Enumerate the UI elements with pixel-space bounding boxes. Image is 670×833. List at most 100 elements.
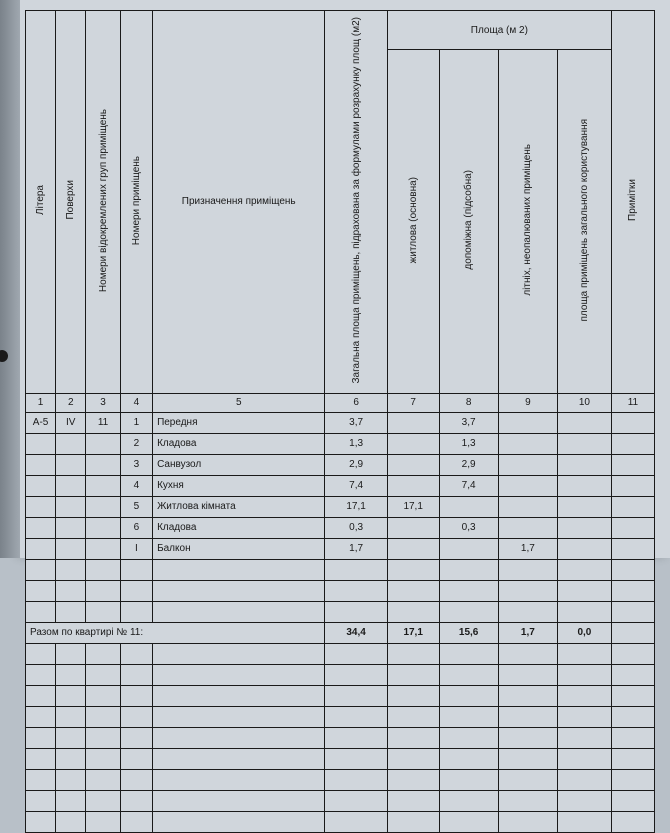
cell — [611, 433, 654, 454]
cell — [120, 727, 152, 748]
cell: Передня — [153, 412, 325, 433]
table-row: Разом по квартирі № 11:34,417,115,61,70,… — [26, 622, 655, 643]
colnum: 7 — [387, 393, 439, 412]
cell — [56, 706, 86, 727]
cell — [498, 454, 557, 475]
cell — [439, 811, 498, 832]
cell — [557, 664, 611, 685]
cell: 4 — [120, 475, 152, 496]
header-living: житлова (основна) — [387, 50, 439, 393]
cell — [26, 559, 56, 580]
table-row — [26, 811, 655, 832]
cell — [498, 601, 557, 622]
header-row-1: Літера Поверхи Номери відокремлених груп… — [26, 11, 655, 50]
cell — [387, 811, 439, 832]
cell: 17,1 — [387, 622, 439, 643]
cell — [325, 790, 387, 811]
cell: 1,7 — [498, 538, 557, 559]
cell — [387, 769, 439, 790]
cell — [611, 559, 654, 580]
cell: 34,4 — [325, 622, 387, 643]
cell: А-5 — [26, 412, 56, 433]
cell — [86, 496, 120, 517]
cell — [498, 790, 557, 811]
cell — [387, 559, 439, 580]
cell: Разом по квартирі № 11: — [26, 622, 325, 643]
cell — [86, 769, 120, 790]
cell — [56, 559, 86, 580]
cell — [120, 811, 152, 832]
cell: 0,3 — [325, 517, 387, 538]
cell: IV — [56, 412, 86, 433]
cell: 0,3 — [439, 517, 498, 538]
cell — [86, 706, 120, 727]
cell — [153, 769, 325, 790]
table-row — [26, 643, 655, 664]
header-room-num: Номери приміщень — [120, 11, 152, 394]
cell — [26, 454, 56, 475]
cell — [56, 454, 86, 475]
cell: Житлова кімната — [153, 496, 325, 517]
cell — [325, 580, 387, 601]
cell — [86, 727, 120, 748]
table-row: 6Кладова0,30,3 — [26, 517, 655, 538]
cell — [86, 559, 120, 580]
cell — [26, 790, 56, 811]
cell — [86, 748, 120, 769]
colnum: 5 — [153, 393, 325, 412]
cell — [325, 769, 387, 790]
cell — [387, 475, 439, 496]
colnum: 10 — [557, 393, 611, 412]
table-row — [26, 790, 655, 811]
cell — [86, 454, 120, 475]
cell — [153, 601, 325, 622]
cell — [153, 748, 325, 769]
cell — [86, 517, 120, 538]
colnum: 9 — [498, 393, 557, 412]
table-row: IБалкон1,71,7 — [26, 538, 655, 559]
cell — [557, 538, 611, 559]
cell — [86, 433, 120, 454]
cell: I — [120, 538, 152, 559]
cell — [557, 580, 611, 601]
cell — [387, 601, 439, 622]
cell — [56, 769, 86, 790]
cell — [26, 433, 56, 454]
cell — [611, 685, 654, 706]
cell — [557, 601, 611, 622]
cell — [611, 748, 654, 769]
cell: Кухня — [153, 475, 325, 496]
cell: 0,0 — [557, 622, 611, 643]
header-total-area: Загальна площа приміщень, підрахована за… — [325, 11, 387, 394]
cell — [325, 811, 387, 832]
cell — [611, 412, 654, 433]
cell — [26, 664, 56, 685]
cell — [56, 643, 86, 664]
cell — [611, 622, 654, 643]
cell: 17,1 — [387, 496, 439, 517]
cell — [387, 748, 439, 769]
cell — [26, 496, 56, 517]
cell: 5 — [120, 496, 152, 517]
cell — [387, 412, 439, 433]
cell — [498, 580, 557, 601]
cell — [611, 664, 654, 685]
cell — [120, 769, 152, 790]
cell — [387, 433, 439, 454]
cell — [325, 685, 387, 706]
cell — [153, 664, 325, 685]
cell — [439, 643, 498, 664]
cell — [26, 706, 56, 727]
cell — [611, 580, 654, 601]
cell — [387, 685, 439, 706]
header-litera: Літера — [26, 11, 56, 394]
cell — [26, 538, 56, 559]
cell — [387, 454, 439, 475]
cell — [26, 643, 56, 664]
table-row — [26, 580, 655, 601]
cell — [56, 685, 86, 706]
cell — [498, 706, 557, 727]
cell — [56, 538, 86, 559]
cell — [325, 727, 387, 748]
cell — [153, 811, 325, 832]
